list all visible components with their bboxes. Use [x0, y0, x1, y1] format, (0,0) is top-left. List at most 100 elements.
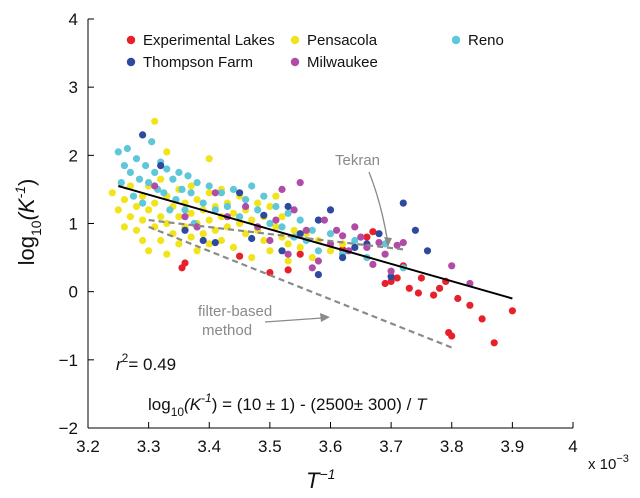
- data-point-reno: [175, 168, 183, 176]
- equation-k: (K: [184, 395, 202, 414]
- x-tick-label: 3.9: [501, 437, 525, 456]
- data-point-milwaukee: [320, 216, 328, 224]
- data-point-pensacola: [157, 175, 165, 183]
- data-point-milwaukee: [302, 226, 310, 234]
- equation-k-exp: -1: [201, 391, 212, 405]
- data-point-reno: [142, 162, 150, 170]
- tekran-arrowhead: [384, 237, 392, 247]
- data-point-reno: [129, 192, 138, 200]
- data-point-experimental-lakes: [236, 252, 244, 260]
- data-point-experimental-lakes: [508, 307, 516, 315]
- data-point-thompson-farm: [387, 273, 395, 281]
- data-point-pensacola: [108, 189, 116, 197]
- data-points: [108, 117, 516, 347]
- filter-annotation-label-2: method: [202, 322, 252, 339]
- data-point-milwaukee: [393, 241, 401, 249]
- data-point-pensacola: [248, 216, 256, 224]
- data-point-reno: [199, 199, 207, 207]
- data-point-thompson-farm: [139, 131, 147, 139]
- data-point-milwaukee: [387, 267, 395, 275]
- y-axis-label-k: (K: [14, 197, 39, 220]
- data-point-pensacola: [278, 213, 286, 221]
- data-point-pensacola: [187, 233, 195, 241]
- data-point-reno: [351, 236, 359, 245]
- data-point-experimental-lakes: [284, 266, 292, 274]
- data-point-thompson-farm: [314, 216, 322, 224]
- data-point-pensacola: [114, 206, 122, 214]
- data-point-pensacola: [284, 257, 292, 265]
- y-axis-label-log: log: [14, 236, 39, 265]
- data-point-experimental-lakes: [454, 294, 462, 303]
- data-point-pensacola: [126, 182, 134, 190]
- data-point-milwaukee: [381, 250, 389, 258]
- r-squared-exp: 2: [122, 351, 129, 365]
- data-point-experimental-lakes: [181, 259, 189, 267]
- filter-based-reference-line: [148, 225, 453, 349]
- regression-equation: log10(K-1) = (10 ± 1) - (2500± 300) / T: [148, 391, 428, 419]
- r-squared-r: r: [116, 355, 123, 374]
- x-axis-ticks: 3.2 3.3 3.4 3.5 3.6 3.7 3.8 3.9 4: [76, 422, 578, 456]
- equation-body: ) = (10 ± 1) - (2500± 300) /: [212, 395, 416, 414]
- data-point-reno: [163, 165, 171, 173]
- data-point-pensacola: [132, 202, 141, 211]
- data-point-pensacola: [205, 155, 213, 163]
- data-point-milwaukee: [272, 216, 280, 224]
- x-tick-label: 4: [568, 437, 577, 456]
- data-point-pensacola: [272, 223, 280, 231]
- data-point-reno: [266, 219, 274, 228]
- data-point-reno: [181, 206, 189, 214]
- x-tick-label: 3.5: [258, 437, 282, 456]
- data-point-pensacola: [151, 199, 159, 207]
- legend-label: Thompson Farm: [143, 54, 253, 71]
- y-axis-label: log10(K-1): [12, 179, 44, 266]
- data-point-reno: [296, 216, 304, 224]
- data-point-milwaukee: [308, 264, 316, 272]
- data-point-pensacola: [266, 202, 274, 211]
- data-point-pensacola: [296, 243, 304, 251]
- y-tick-label: 0: [69, 283, 78, 302]
- y-tick-label: 4: [69, 10, 78, 29]
- data-point-milwaukee: [369, 260, 377, 268]
- data-point-thompson-farm: [199, 236, 207, 245]
- y-tick-label: 1: [69, 215, 78, 234]
- data-point-pensacola: [187, 182, 195, 190]
- data-point-reno: [148, 138, 156, 146]
- x-tick-label: 3.6: [319, 437, 343, 456]
- data-point-milwaukee: [333, 226, 341, 234]
- data-point-pensacola: [175, 240, 183, 248]
- data-point-experimental-lakes: [381, 279, 389, 288]
- filter-annotation-label-1: filter-based: [198, 303, 272, 320]
- y-axis-label-sup: -1: [12, 186, 28, 198]
- data-point-milwaukee: [181, 213, 189, 221]
- equation-t: T: [416, 395, 428, 414]
- data-point-experimental-lakes: [266, 269, 274, 277]
- legend-label: Reno: [468, 32, 504, 49]
- y-tick-label: 2: [69, 146, 78, 165]
- data-point-pensacola: [145, 206, 153, 214]
- data-point-milwaukee: [284, 250, 292, 258]
- data-point-reno: [284, 209, 292, 217]
- data-point-thompson-farm: [296, 230, 304, 238]
- y-tick-label: −2: [59, 419, 78, 438]
- data-point-pensacola: [132, 226, 141, 234]
- data-point-thompson-farm: [236, 189, 244, 197]
- data-point-milwaukee: [211, 189, 219, 197]
- data-point-pensacola: [175, 213, 183, 221]
- data-point-milwaukee: [351, 223, 359, 231]
- data-point-reno: [205, 182, 213, 190]
- data-point-reno: [178, 185, 186, 193]
- data-point-milwaukee: [448, 262, 456, 270]
- data-point-milwaukee: [266, 236, 274, 245]
- data-point-pensacola: [205, 216, 213, 224]
- y-tick-label: 3: [69, 78, 78, 97]
- y-axis-label-sub: 10: [28, 220, 44, 236]
- filter-arrowhead: [320, 313, 330, 322]
- data-point-pensacola: [205, 240, 213, 248]
- data-point-reno: [126, 168, 134, 176]
- r-squared-value: = 0.49: [128, 355, 176, 374]
- data-point-reno: [120, 162, 128, 170]
- data-point-pensacola: [120, 223, 128, 231]
- data-point-pensacola: [199, 230, 207, 238]
- data-point-reno: [166, 206, 174, 214]
